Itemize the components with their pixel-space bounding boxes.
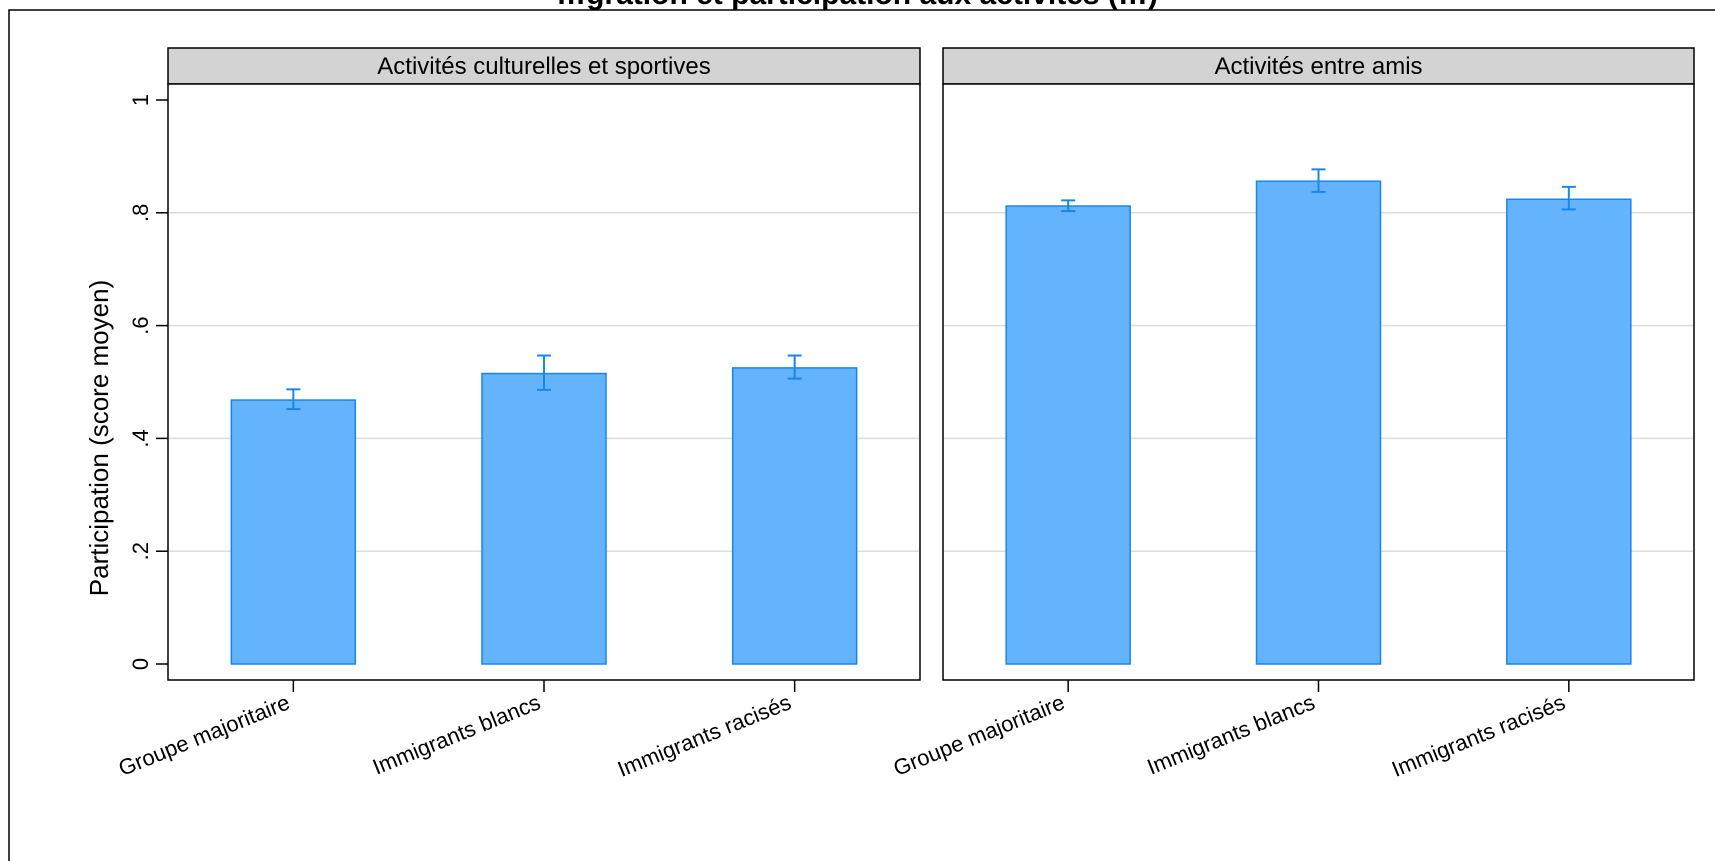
bar xyxy=(1506,198,1632,665)
panel-strip-title: Activités culturelles et sportives xyxy=(377,53,710,80)
y-tick-label: 1 xyxy=(128,94,153,106)
facet-panels: Activités culturelles et sportives 0 .2 .4.… xyxy=(115,47,1695,782)
panel-strip xyxy=(167,47,921,85)
y-tick-label: .8 xyxy=(128,204,153,222)
panel-strip xyxy=(942,47,1695,85)
bar xyxy=(1255,180,1382,665)
panel-strip-title: Activités entre amis xyxy=(1214,53,1422,80)
chart-title: …gration et participation aux activités … xyxy=(556,0,1158,11)
y-tick-label: 0 xyxy=(128,658,153,670)
bar xyxy=(1005,205,1131,665)
bar xyxy=(230,399,357,665)
outer-frame xyxy=(8,9,1715,861)
y-tick-label: .4 xyxy=(128,429,153,447)
bar xyxy=(731,367,858,665)
y-tick-label: .6 xyxy=(128,316,153,334)
bar xyxy=(481,372,607,665)
y-tick-label: .2 xyxy=(128,542,153,560)
y-axis-label: Participation (score moyen) xyxy=(84,280,114,596)
panel-1: Activités culturelles et sportives 0 .2 .4.… xyxy=(115,47,921,782)
